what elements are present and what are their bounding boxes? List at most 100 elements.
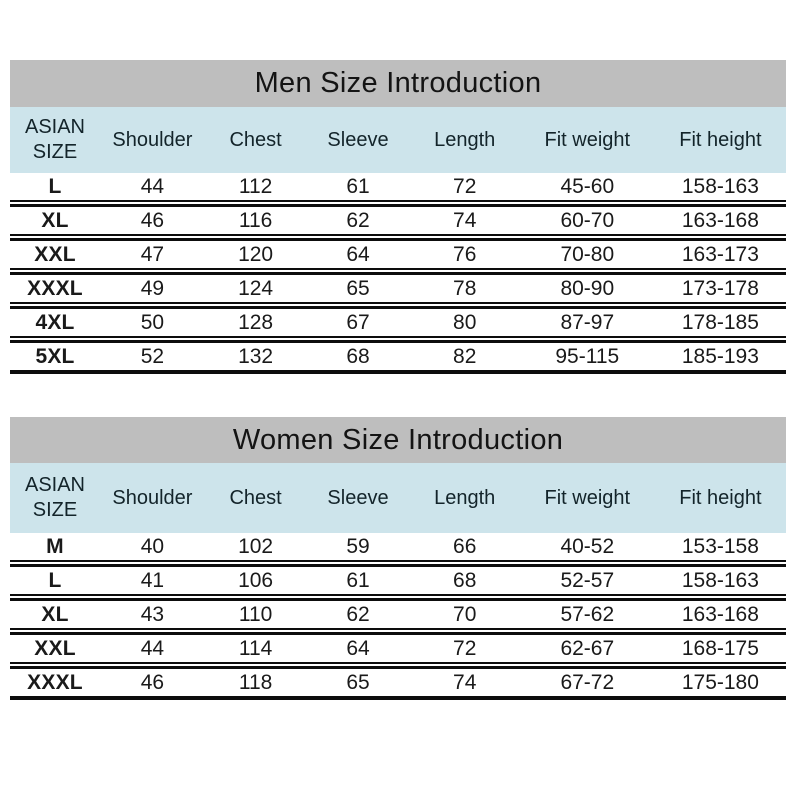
table-cell: 185-193 [681,344,759,368]
table-cell: 120 [238,242,274,266]
column-header-chest: Chest [229,128,282,151]
table-cell: 80 [453,310,477,334]
table-cell: 114 [238,636,273,660]
table-cell: 70 [453,602,477,626]
table-cell: 62 [346,602,370,626]
size-label: XXXL [27,670,83,694]
size-label: XXXL [27,276,83,300]
table-cell: 68 [346,344,370,368]
row-separator [10,268,786,275]
table-cell: 80-90 [560,276,615,300]
size-label: XXL [34,242,76,266]
column-header-fit-height: Fit height [679,486,762,509]
table-cell: 76 [453,242,477,266]
table-cell: 178-185 [681,310,759,334]
column-header-asian-size: ASIAN SIZE [24,474,86,521]
table-cell: 68 [453,568,477,592]
men-table-title: Men Size Introduction [254,67,542,99]
table-cell: 74 [453,208,477,232]
men-size-table: Men Size Introduction ASIAN SIZE Shoulde… [10,60,786,374]
table-cell: 46 [140,208,165,232]
column-header-sleeve: Sleeve [327,128,389,151]
row-separator [10,336,786,343]
table-cell: 41 [140,568,165,592]
table-cell: 175-180 [681,670,759,694]
table-cell: 78 [453,276,477,300]
table-cell: 64 [346,636,370,660]
table-cell: 47 [140,242,165,266]
table-cell: 52 [140,344,165,368]
table-cell: 102 [238,534,274,558]
table-cell: 132 [238,344,274,368]
table-cell: 65 [346,670,370,694]
table-cell: 70-80 [560,242,615,266]
column-header-fit-weight: Fit weight [544,128,631,151]
table-cell: 87-97 [560,310,615,334]
table-cell: 118 [238,670,273,694]
table-cell: 59 [346,534,370,558]
table-row: L 44 112 61 72 45-60 158-163 [10,173,786,200]
size-label: XL [41,208,69,232]
table-cell: 110 [238,602,273,626]
size-label: 5XL [35,344,75,368]
table-cell: 40 [140,534,165,558]
table-cell: 67-72 [560,670,615,694]
table-row: XL 43 110 62 70 57-62 163-168 [10,601,786,628]
table-cell: 60-70 [560,208,615,232]
row-separator [10,628,786,635]
table-cell: 43 [140,602,165,626]
table-cell: 46 [140,670,165,694]
table-cell: 44 [140,174,165,198]
table-cell: 168-175 [681,636,759,660]
table-cell: 62-67 [560,636,615,660]
table-cell: 57-62 [560,602,615,626]
column-header-length: Length [434,486,496,509]
table-cell: 112 [238,174,273,198]
women-table-title-bar: Women Size Introduction [10,417,786,463]
table-row: XL 46 116 62 74 60-70 163-168 [10,207,786,234]
table-cell: 95-115 [555,344,620,368]
table-cell: 61 [346,174,370,198]
table-cell: 52-57 [560,568,615,592]
column-header-asian-size: ASIAN SIZE [24,116,86,163]
size-label: XXL [34,636,76,660]
table-cell: 66 [453,534,477,558]
table-cell: 163-168 [681,602,759,626]
men-table-header-row: ASIAN SIZE Shoulder Chest Sleeve Length … [10,107,786,173]
row-separator [10,200,786,207]
table-cell: 61 [346,568,370,592]
table-row: M 40 102 59 66 40-52 153-158 [10,533,786,560]
table-cell: 62 [346,208,370,232]
women-table-header-row: ASIAN SIZE Shoulder Chest Sleeve Length … [10,463,786,533]
table-row: 4XL 50 128 67 80 87-97 178-185 [10,309,786,336]
size-label: L [48,174,62,198]
table-cell: 40-52 [560,534,615,558]
table-cell: 124 [238,276,274,300]
column-header-chest: Chest [229,486,282,509]
table-cell: 106 [238,568,274,592]
size-label: 4XL [35,310,75,334]
table-cell: 49 [140,276,165,300]
table-cell: 158-163 [681,174,759,198]
table-cell: 153-158 [681,534,759,558]
table-row: 5XL 52 132 68 82 95-115 185-193 [10,343,786,370]
table-cell: 67 [346,310,370,334]
table-cell: 50 [140,310,165,334]
table-cell: 163-173 [681,242,759,266]
table-cell: 163-168 [681,208,759,232]
table-row: XXXL 46 118 65 74 67-72 175-180 [10,669,786,696]
table-row: L 41 106 61 68 52-57 158-163 [10,567,786,594]
table-cell: 65 [346,276,370,300]
table-cell: 158-163 [681,568,759,592]
table-cell: 128 [238,310,274,334]
table-cell: 173-178 [681,276,759,300]
table-cell: 44 [140,636,165,660]
size-label: M [46,534,64,558]
column-header-length: Length [434,128,496,151]
table-row: XXL 47 120 64 76 70-80 163-173 [10,241,786,268]
size-label: XL [41,602,69,626]
column-header-shoulder: Shoulder [112,128,193,151]
table-cell: 64 [346,242,370,266]
women-table-title: Women Size Introduction [232,423,564,456]
